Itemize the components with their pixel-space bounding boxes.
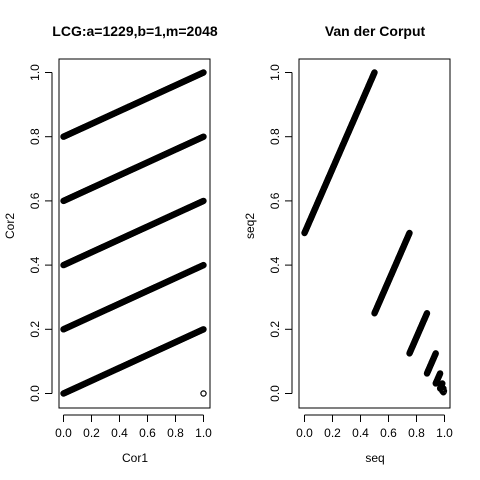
chart-panel-van-der-corput: Van der Corput seq seq2 0.0 0.2 0.4 0.6 0.8 1… xyxy=(243,23,453,465)
data-point xyxy=(200,261,207,269)
data-point xyxy=(423,310,431,317)
x-tick-label: 0.2 xyxy=(83,426,100,440)
y-tick-label: 0.4 xyxy=(268,256,282,273)
x-tick-label: 0.2 xyxy=(324,426,341,440)
y-tick-label: 0.6 xyxy=(268,192,282,209)
y-tick-label: 0.2 xyxy=(268,321,282,338)
y-tick-label: 0.8 xyxy=(28,128,42,145)
plot-frame xyxy=(298,58,451,409)
x-tick-label: 0.8 xyxy=(408,426,425,440)
data-point xyxy=(200,133,207,140)
y-tick-label: 0.4 xyxy=(28,256,42,273)
data-point xyxy=(200,197,207,205)
y-tick-label: 0.8 xyxy=(268,128,282,145)
series-points xyxy=(301,69,448,396)
data-point xyxy=(440,385,447,392)
data-point xyxy=(436,370,444,377)
y-axis-label: seq2 xyxy=(243,213,257,239)
data-point xyxy=(200,326,207,333)
data-point xyxy=(440,387,448,395)
plot-frame xyxy=(58,58,211,409)
y-tick-label: 0.6 xyxy=(28,192,42,209)
x-tick-label: 0.0 xyxy=(55,426,72,440)
chart-title: LCG:a=1229,b=1,m=2048 xyxy=(52,23,218,39)
x-tick-label: 0.6 xyxy=(139,426,156,440)
data-point xyxy=(432,350,439,357)
data-point xyxy=(200,69,207,76)
data-point xyxy=(200,390,207,397)
data-point xyxy=(406,229,413,237)
data-point xyxy=(371,69,378,76)
y-tick-label: 0.0 xyxy=(28,385,42,402)
y-axis-label: Cor2 xyxy=(3,213,17,239)
x-axis-label: Cor1 xyxy=(122,451,148,465)
x-tick-label: 0.6 xyxy=(380,426,397,440)
series-points xyxy=(60,69,207,397)
y-tick-label: 0.2 xyxy=(28,321,42,338)
x-tick-label: 1.0 xyxy=(436,426,453,440)
chart-title: Van der Corput xyxy=(325,23,426,39)
x-tick-label: 1.0 xyxy=(195,426,212,440)
x-tick-label: 0.4 xyxy=(352,426,369,440)
chart-panel-lcg: LCG:a=1229,b=1,m=2048 Cor1 Cor2 0.0 0.2 0.… xyxy=(3,23,218,465)
y-tick-label: 0.0 xyxy=(268,385,282,402)
x-tick-label: 0.0 xyxy=(296,426,313,440)
y-tick-label: 1.0 xyxy=(268,64,282,81)
x-tick-label: 0.4 xyxy=(111,426,128,440)
y-tick-label: 1.0 xyxy=(28,64,42,81)
x-axis-label: seq xyxy=(365,451,384,465)
x-tick-label: 0.8 xyxy=(167,426,184,440)
